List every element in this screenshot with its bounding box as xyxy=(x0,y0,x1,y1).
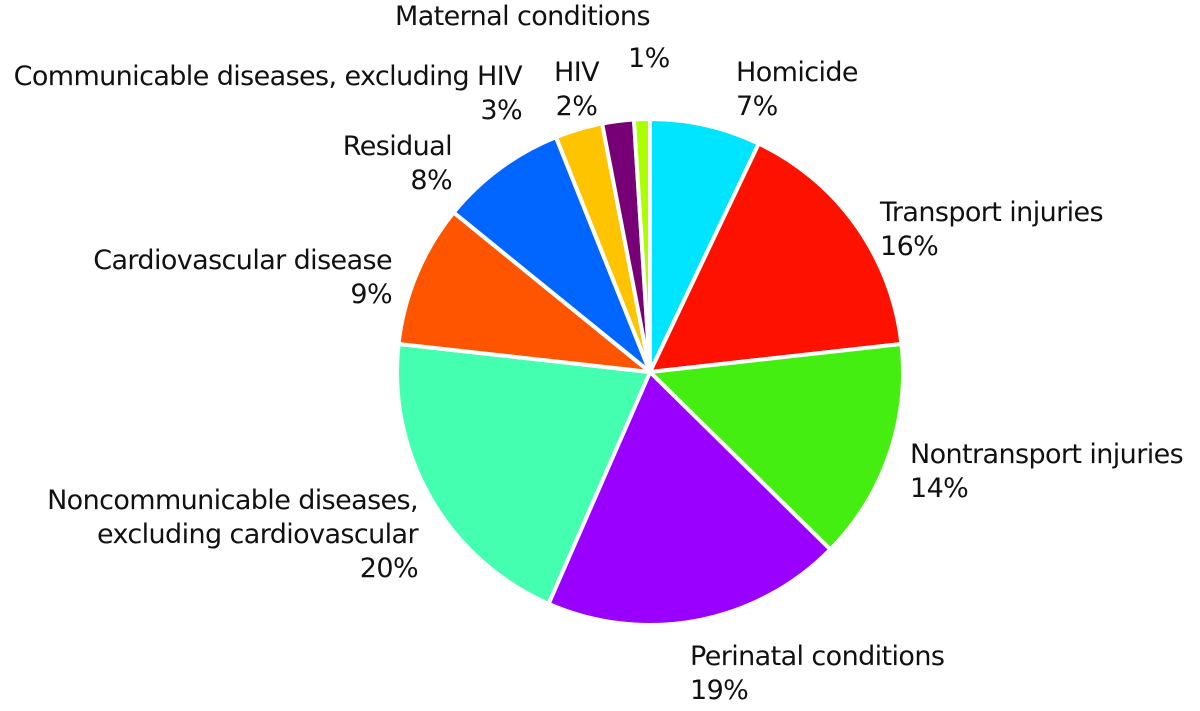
label-homicide-name: Homicide xyxy=(736,57,859,88)
label-transport-injuries-pct: 16% xyxy=(880,231,939,262)
label-nontransport-injuries: Nontransport injuries 14% xyxy=(910,438,1184,506)
label-residual-pct: 8% xyxy=(410,165,452,196)
pie-slice-transport-injuries xyxy=(648,141,904,374)
pie-slice-noncommunicable-diseases-excluding-cardiovascular xyxy=(395,341,652,606)
label-residual-name: Residual xyxy=(342,131,453,162)
label-hiv-pct: 2% xyxy=(555,91,598,122)
label-homicide-pct: 7% xyxy=(736,91,778,122)
label-maternal-conditions-pct: 1% xyxy=(628,43,670,74)
label-cardiovascular-disease-pct: 9% xyxy=(350,279,392,310)
label-perinatal-conditions-pct: 19% xyxy=(690,675,749,706)
label-communicable-diseases: Communicable diseases, excluding HIV 3% xyxy=(13,60,523,128)
label-perinatal-conditions-name: Perinatal conditions xyxy=(690,641,945,672)
label-maternal-conditions-name: Maternal conditions xyxy=(395,1,651,32)
label-communicable-diseases-name: Communicable diseases, excluding HIV xyxy=(13,61,523,92)
pie-slice-residual xyxy=(451,135,652,374)
label-perinatal-conditions: Perinatal conditions 19% xyxy=(690,640,945,708)
label-nontransport-injuries-name: Nontransport injuries xyxy=(910,439,1184,470)
pie-slice-homicide xyxy=(648,117,761,374)
pie-slice-perinatal-conditions xyxy=(546,370,833,627)
label-maternal-conditions: Maternal conditions xyxy=(395,0,651,34)
label-transport-injuries: Transport injuries 16% xyxy=(880,196,1104,264)
pie-slice-nontransport-injuries xyxy=(648,341,905,552)
label-noncommunicable-diseases-line2: excluding cardiovascular xyxy=(96,519,419,550)
pie-slice-maternal-conditions xyxy=(631,117,652,374)
label-residual: Residual 8% xyxy=(342,130,453,198)
label-cardiovascular-disease: Cardiovascular disease 9% xyxy=(93,244,392,312)
label-nontransport-injuries-pct: 14% xyxy=(910,473,969,504)
label-hiv-name: HIV xyxy=(554,57,600,88)
label-noncommunicable-diseases: Noncommunicable diseases, excluding card… xyxy=(47,484,419,586)
label-communicable-diseases-pct: 3% xyxy=(480,95,522,126)
label-maternal-conditions-pct-box: 1% xyxy=(628,42,670,76)
label-transport-injuries-name: Transport injuries xyxy=(880,197,1104,228)
label-homicide: Homicide 7% xyxy=(736,56,859,124)
label-cardiovascular-disease-name: Cardiovascular disease xyxy=(93,245,392,276)
pie-slice-cardiovascular-disease xyxy=(396,210,652,374)
label-hiv: HIV 2% xyxy=(554,56,600,124)
label-noncommunicable-diseases-line1: Noncommunicable diseases, xyxy=(47,485,419,516)
label-noncommunicable-diseases-pct: 20% xyxy=(359,553,419,584)
